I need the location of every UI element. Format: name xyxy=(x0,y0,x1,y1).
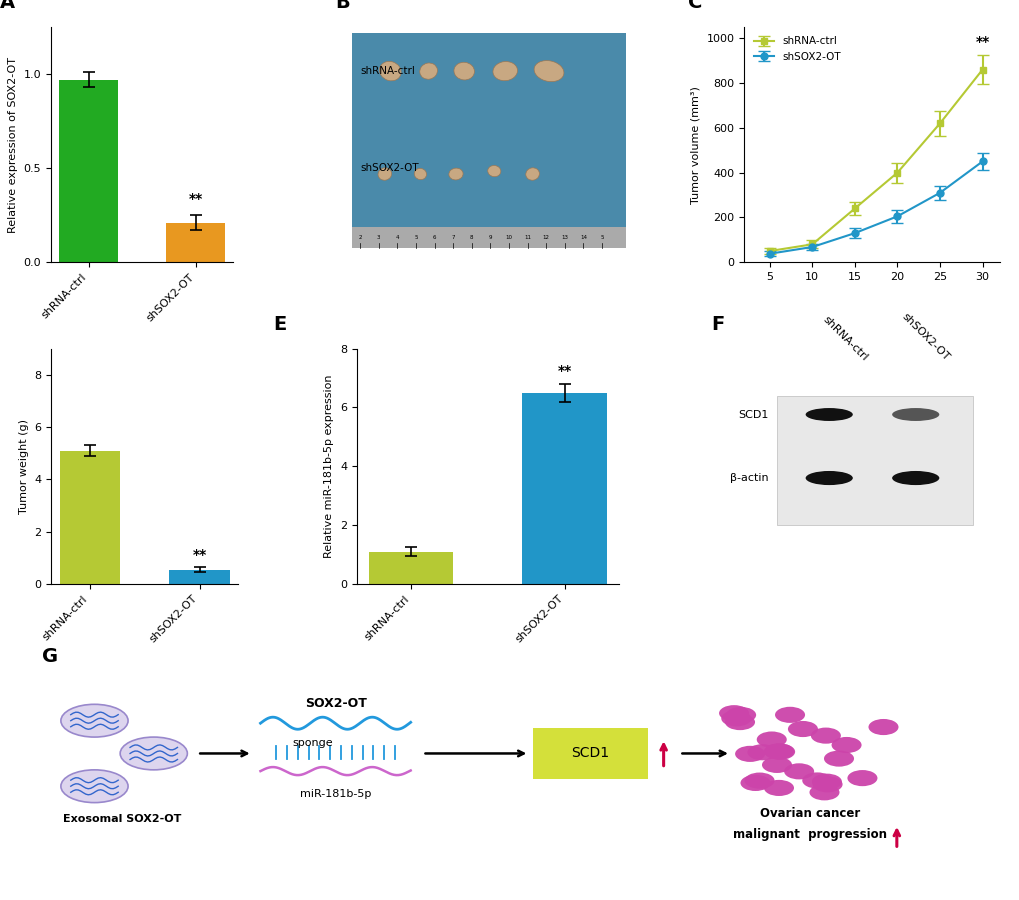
Text: 6: 6 xyxy=(432,235,436,239)
Bar xyxy=(352,227,625,248)
Text: 3: 3 xyxy=(377,235,380,239)
Text: β-actin: β-actin xyxy=(730,473,768,483)
Bar xyxy=(166,222,225,262)
Ellipse shape xyxy=(718,705,748,721)
Ellipse shape xyxy=(764,743,795,760)
Legend: shRNA-ctrl, shSOX2-OT: shRNA-ctrl, shSOX2-OT xyxy=(749,32,845,66)
Ellipse shape xyxy=(448,168,463,180)
Text: 9: 9 xyxy=(488,235,492,239)
Ellipse shape xyxy=(809,784,839,800)
Text: shRNA-ctrl: shRNA-ctrl xyxy=(820,314,869,363)
Text: 12: 12 xyxy=(542,235,549,239)
Ellipse shape xyxy=(867,719,898,735)
Text: shRNA-ctrl: shRNA-ctrl xyxy=(360,66,415,77)
Text: E: E xyxy=(273,315,286,334)
Text: miR-181b-5p: miR-181b-5p xyxy=(300,788,371,799)
Ellipse shape xyxy=(487,166,500,176)
Ellipse shape xyxy=(811,774,841,790)
Text: **: ** xyxy=(189,192,203,206)
Text: **: ** xyxy=(193,548,207,562)
Ellipse shape xyxy=(847,770,876,787)
Text: 5: 5 xyxy=(414,235,418,239)
Ellipse shape xyxy=(414,168,426,180)
Text: 11: 11 xyxy=(524,235,531,239)
Text: 5: 5 xyxy=(600,235,603,239)
Text: 2: 2 xyxy=(358,235,362,239)
Ellipse shape xyxy=(761,757,792,773)
Text: Ovarian cancer: Ovarian cancer xyxy=(759,807,859,821)
Ellipse shape xyxy=(784,763,813,779)
Text: G: G xyxy=(42,647,58,666)
Ellipse shape xyxy=(892,408,938,421)
Ellipse shape xyxy=(720,710,751,726)
Text: Exosomal SOX2-OT: Exosomal SOX2-OT xyxy=(63,814,181,824)
Ellipse shape xyxy=(534,60,564,82)
Ellipse shape xyxy=(120,737,187,769)
Text: shSOX2-OT: shSOX2-OT xyxy=(899,311,951,363)
Text: **: ** xyxy=(974,35,988,50)
Text: F: F xyxy=(710,315,723,334)
Text: **: ** xyxy=(557,364,572,378)
Ellipse shape xyxy=(812,777,842,792)
Ellipse shape xyxy=(61,705,128,737)
Ellipse shape xyxy=(453,62,474,80)
Ellipse shape xyxy=(787,721,817,737)
Bar xyxy=(522,392,606,584)
Ellipse shape xyxy=(61,770,128,803)
Text: 7: 7 xyxy=(451,235,454,239)
Text: malignant  progression: malignant progression xyxy=(733,828,886,841)
Ellipse shape xyxy=(823,751,853,767)
Bar xyxy=(776,396,972,525)
Text: SOX2-OT: SOX2-OT xyxy=(305,697,366,709)
Text: SCD1: SCD1 xyxy=(571,746,608,760)
Y-axis label: Tumor weight (g): Tumor weight (g) xyxy=(18,418,29,514)
Text: A: A xyxy=(0,0,15,13)
Text: 10: 10 xyxy=(505,235,513,239)
Y-axis label: Relative expression of SOX2-OT: Relative expression of SOX2-OT xyxy=(8,57,18,232)
FancyBboxPatch shape xyxy=(533,728,647,778)
Bar xyxy=(59,451,120,584)
Text: C: C xyxy=(688,0,702,13)
Ellipse shape xyxy=(525,167,539,180)
Ellipse shape xyxy=(747,744,776,760)
Ellipse shape xyxy=(805,471,852,485)
Ellipse shape xyxy=(378,167,391,180)
Ellipse shape xyxy=(379,61,400,81)
Ellipse shape xyxy=(744,772,773,788)
Ellipse shape xyxy=(492,61,517,81)
Bar xyxy=(169,570,229,584)
Ellipse shape xyxy=(420,63,437,79)
Ellipse shape xyxy=(725,714,754,730)
Text: shSOX2-OT: shSOX2-OT xyxy=(360,163,419,173)
Ellipse shape xyxy=(756,732,786,748)
Bar xyxy=(59,80,118,262)
Ellipse shape xyxy=(892,471,938,485)
Ellipse shape xyxy=(774,706,804,723)
Ellipse shape xyxy=(735,746,764,762)
Ellipse shape xyxy=(805,408,852,421)
Text: 14: 14 xyxy=(580,235,586,239)
Y-axis label: Relative miR-181b-5p expression: Relative miR-181b-5p expression xyxy=(324,374,334,558)
Text: 13: 13 xyxy=(560,235,568,239)
Ellipse shape xyxy=(740,775,769,791)
Ellipse shape xyxy=(726,706,755,723)
Ellipse shape xyxy=(830,737,861,753)
Text: 4: 4 xyxy=(395,235,398,239)
Text: sponge: sponge xyxy=(291,738,332,749)
Y-axis label: Tumor volume (mm³): Tumor volume (mm³) xyxy=(690,86,700,203)
Text: B: B xyxy=(335,0,350,13)
Ellipse shape xyxy=(802,772,832,788)
Ellipse shape xyxy=(763,780,793,796)
Ellipse shape xyxy=(763,743,793,760)
Text: 8: 8 xyxy=(470,235,473,239)
Ellipse shape xyxy=(810,727,840,743)
Bar xyxy=(368,552,452,584)
Text: SCD1: SCD1 xyxy=(738,410,768,419)
